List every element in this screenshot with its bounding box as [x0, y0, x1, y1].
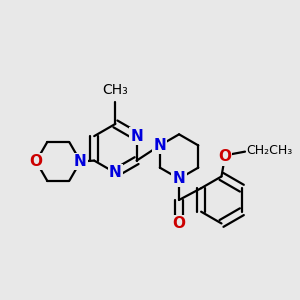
Text: N: N	[74, 154, 87, 169]
Text: O: O	[172, 216, 186, 231]
Text: N: N	[130, 129, 143, 144]
Text: O: O	[30, 154, 43, 169]
Text: CH₂CH₃: CH₂CH₃	[246, 145, 292, 158]
Text: N: N	[173, 171, 185, 186]
Text: N: N	[154, 138, 166, 153]
Text: O: O	[218, 149, 231, 164]
Text: N: N	[109, 165, 122, 180]
Text: CH₃: CH₃	[103, 83, 128, 97]
